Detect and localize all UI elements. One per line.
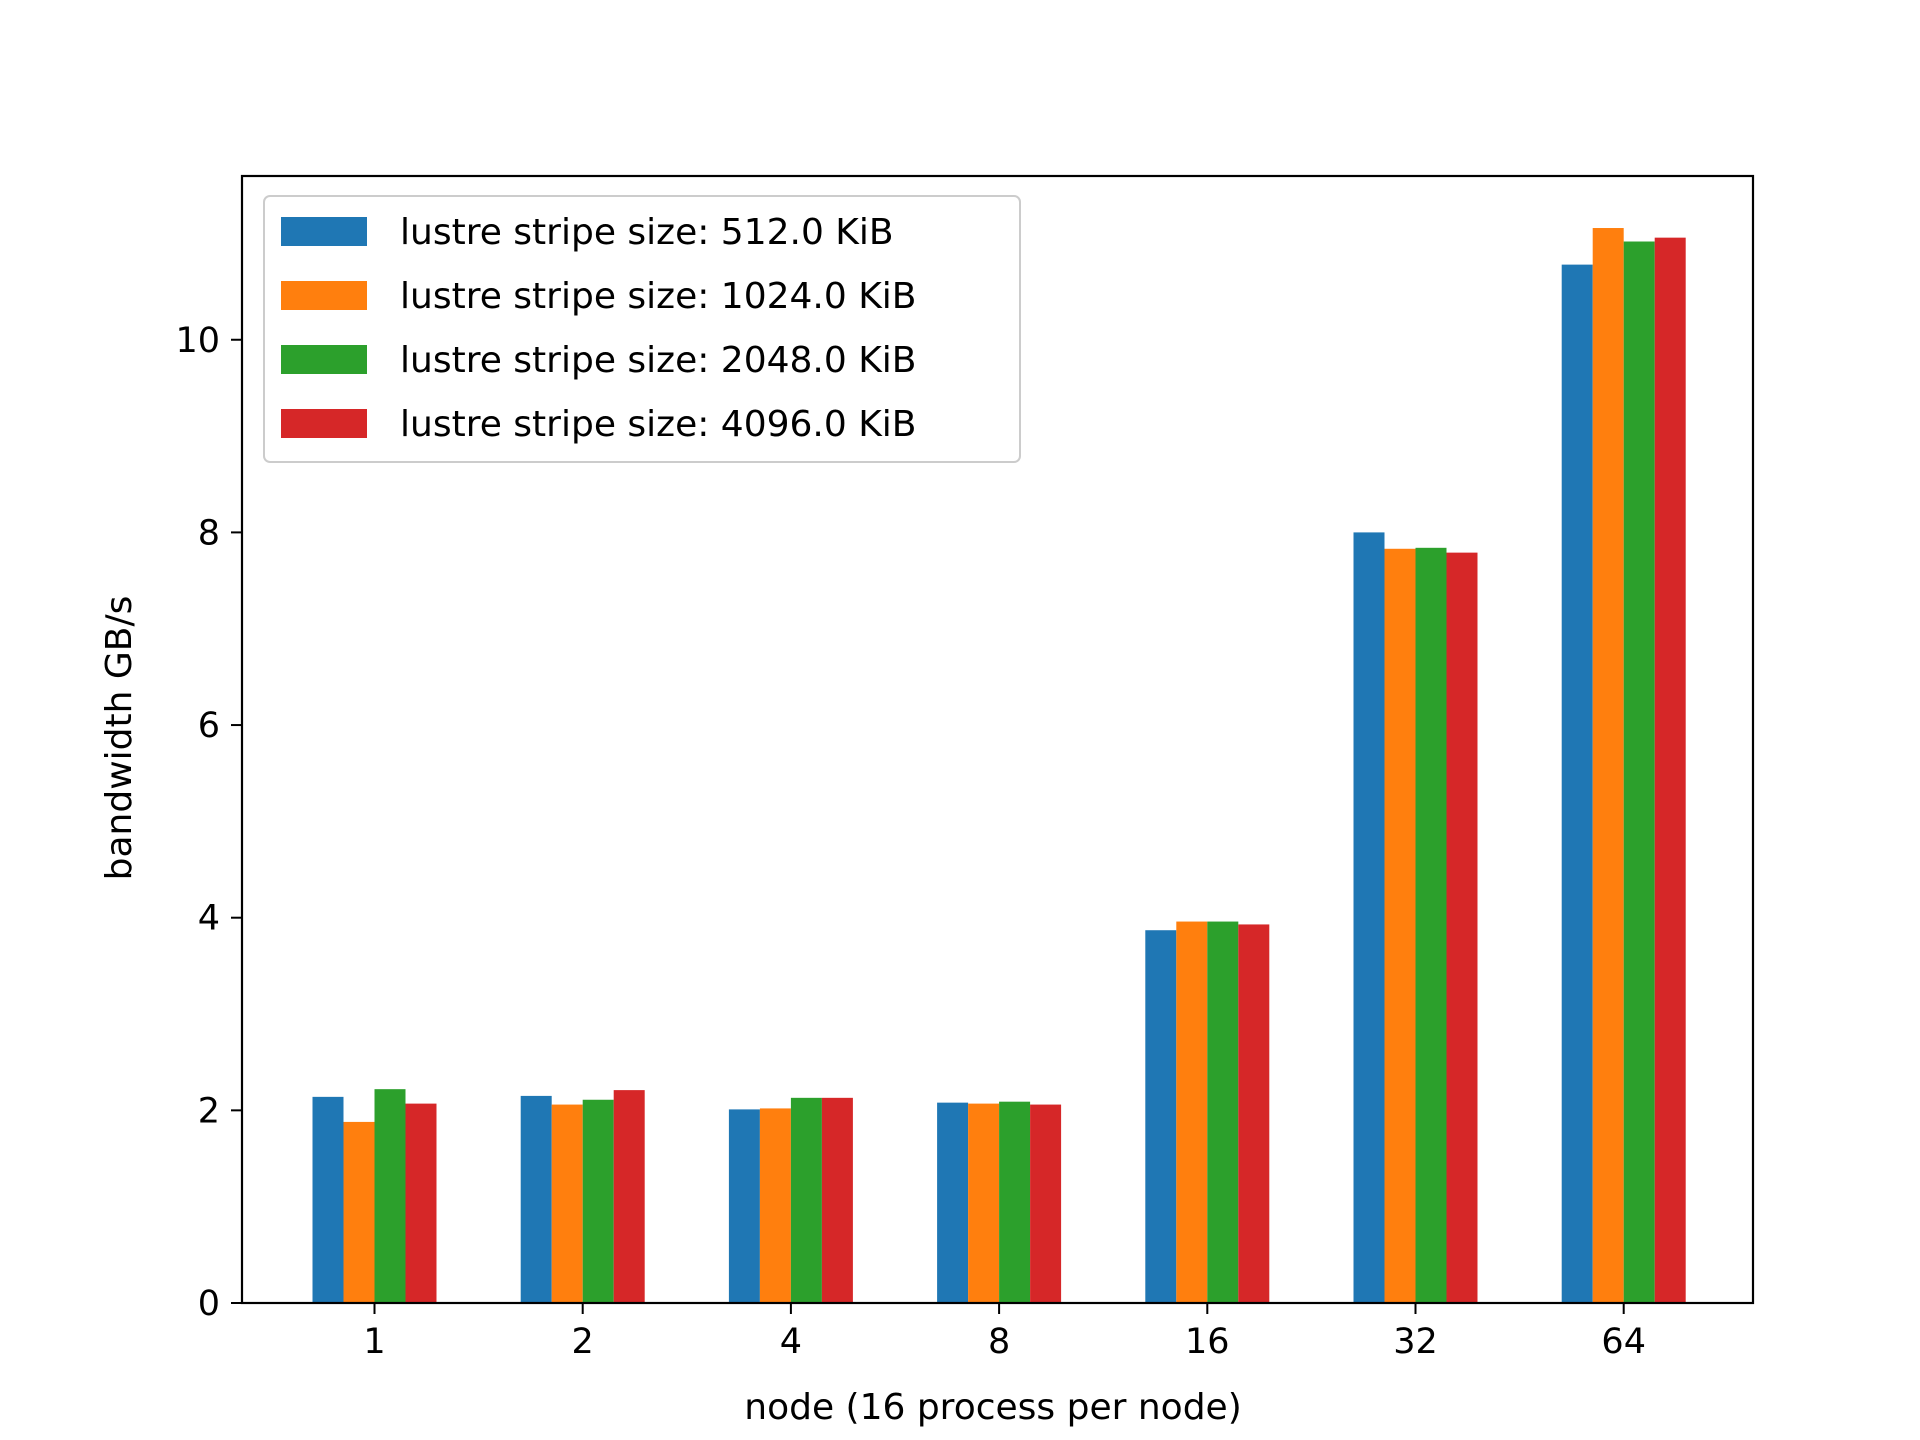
- bar-2-series-1: [520, 1095, 552, 1303]
- legend-swatch-4: [281, 409, 367, 438]
- x-tick-label-32: 32: [1393, 1322, 1438, 1362]
- bar-32-series-2: [1384, 548, 1416, 1303]
- x-tick-label-1: 1: [363, 1322, 385, 1362]
- x-tick-label-4: 4: [780, 1322, 802, 1362]
- y-tick-label-8: 8: [198, 513, 220, 553]
- bar-8-series-4: [1030, 1104, 1062, 1303]
- legend-swatch-2: [281, 281, 367, 310]
- y-tick-label-10: 10: [175, 321, 220, 361]
- bar-16-series-1: [1145, 930, 1177, 1303]
- bar-8-series-3: [999, 1101, 1031, 1303]
- x-axis-title: node (16 process per node): [744, 1387, 1242, 1428]
- y-tick-label-0: 0: [198, 1284, 220, 1324]
- bar-8-series-2: [968, 1103, 1000, 1303]
- bar-32-series-4: [1446, 552, 1478, 1303]
- bar-64-series-3: [1623, 241, 1655, 1303]
- bar-4-series-4: [821, 1097, 853, 1303]
- legend-label-4: lustre stripe size: 4096.0 KiB: [400, 404, 917, 445]
- y-axis-title: bandwidth GB/s: [99, 596, 140, 881]
- bar-16-series-2: [1176, 921, 1208, 1303]
- x-tick-label-16: 16: [1185, 1322, 1230, 1362]
- bar-1-series-4: [405, 1103, 437, 1303]
- bar-32-series-1: [1353, 532, 1385, 1303]
- y-tick-label-2: 2: [198, 1091, 220, 1131]
- legend-label-1: lustre stripe size: 512.0 KiB: [400, 212, 894, 253]
- x-tick-label-2: 2: [572, 1322, 594, 1362]
- bar-32-series-3: [1415, 547, 1447, 1303]
- bar-2-series-2: [551, 1104, 583, 1303]
- bar-1-series-3: [374, 1089, 406, 1303]
- legend-label-2: lustre stripe size: 1024.0 KiB: [400, 276, 917, 317]
- bar-64-series-1: [1561, 264, 1593, 1303]
- plot-frame: [240, 174, 1755, 1305]
- bars-layer: [312, 228, 1686, 1303]
- legend-label-3: lustre stripe size: 2048.0 KiB: [400, 340, 917, 381]
- bar-64-series-2: [1592, 228, 1624, 1303]
- bar-64-series-4: [1654, 237, 1686, 1303]
- bar-16-series-4: [1238, 924, 1270, 1303]
- bar-8-series-1: [937, 1102, 969, 1303]
- bar-2-series-4: [613, 1090, 645, 1303]
- legend-swatch-3: [281, 345, 367, 374]
- bar-1-series-1: [312, 1096, 344, 1303]
- bar-2-series-3: [582, 1099, 614, 1303]
- y-tick-label-4: 4: [198, 899, 220, 939]
- bar-4-series-1: [728, 1109, 760, 1303]
- x-tick-label-8: 8: [988, 1322, 1010, 1362]
- x-tick-label-64: 64: [1601, 1322, 1646, 1362]
- y-tick-label-6: 6: [198, 706, 220, 746]
- bar-16-series-3: [1207, 921, 1239, 1303]
- legend-box: [263, 195, 1021, 463]
- legend-swatch-1: [281, 217, 367, 246]
- bar-1-series-2: [343, 1121, 375, 1303]
- bar-4-series-3: [790, 1097, 822, 1303]
- legend: lustre stripe size: 512.0 KiB lustre stri…: [263, 195, 1021, 463]
- bar-4-series-2: [759, 1108, 791, 1303]
